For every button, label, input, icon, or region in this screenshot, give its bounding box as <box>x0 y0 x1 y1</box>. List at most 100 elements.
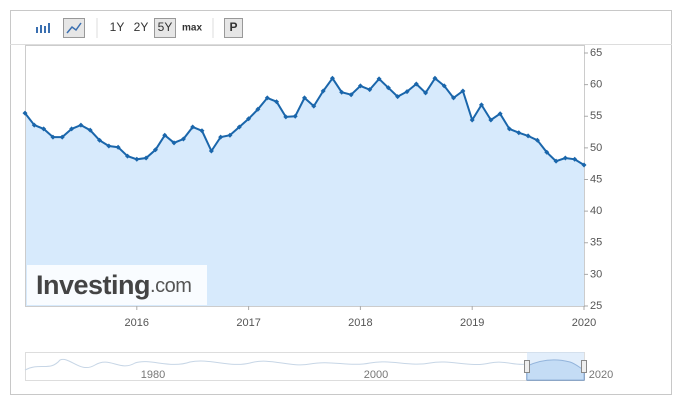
point <box>143 155 149 161</box>
y-tick-label: 25 <box>590 300 602 312</box>
y-tick-label: 35 <box>590 237 602 249</box>
point <box>534 137 540 143</box>
point <box>97 137 103 143</box>
point <box>572 156 578 162</box>
plot: 25 30 35 40 45 50 55 60 65 2016 2017 2018 2019 2020 <box>22 45 602 329</box>
point <box>497 111 503 117</box>
navigator-label: 2020 <box>589 369 613 381</box>
plot-border <box>25 45 585 307</box>
point <box>395 94 401 100</box>
range-button[interactable]: 2Y <box>134 20 149 34</box>
point <box>69 126 75 132</box>
point <box>311 103 317 109</box>
watermark: Investing.com <box>36 270 191 300</box>
range-button[interactable]: max <box>182 23 202 34</box>
point <box>190 124 196 130</box>
point <box>264 95 270 101</box>
point <box>283 114 289 120</box>
point <box>180 136 186 142</box>
point <box>274 99 280 105</box>
point <box>41 126 47 132</box>
y-tick-label: 40 <box>590 205 602 217</box>
point <box>404 89 410 95</box>
navigator-line <box>24 358 528 371</box>
point <box>432 75 438 81</box>
point <box>199 128 205 134</box>
point <box>208 148 214 154</box>
x-tick-label: 2017 <box>236 317 260 329</box>
point <box>246 116 252 122</box>
active-range <box>154 18 176 38</box>
point <box>320 88 326 94</box>
point <box>581 162 587 168</box>
point <box>488 117 494 123</box>
point <box>255 106 261 112</box>
area <box>25 78 584 306</box>
range-button[interactable]: 5Y <box>158 20 173 34</box>
navigator-handle[interactable] <box>581 360 587 373</box>
watermark-suffix: .com <box>150 275 191 297</box>
point <box>460 88 466 94</box>
y-tick-label: 55 <box>590 110 602 122</box>
point <box>348 92 354 98</box>
y-tick-label: 30 <box>590 268 602 280</box>
point <box>516 130 522 136</box>
point <box>376 76 382 82</box>
x-tick-label: 2018 <box>348 317 372 329</box>
point <box>367 87 373 93</box>
watermark-bg <box>27 265 207 305</box>
range-button[interactable]: 1Y <box>110 20 125 34</box>
point <box>302 95 307 101</box>
x-tick-label: 2019 <box>460 317 484 329</box>
navigator-label: 1980 <box>141 369 165 381</box>
point <box>59 134 65 140</box>
point <box>115 144 121 150</box>
point <box>525 133 531 139</box>
point <box>22 110 28 116</box>
line-icon <box>66 22 82 34</box>
y-tick-label: 45 <box>590 173 602 185</box>
point <box>134 156 140 162</box>
point <box>171 140 177 146</box>
point <box>451 95 457 101</box>
point <box>218 134 224 140</box>
navigator-window[interactable] <box>527 352 584 380</box>
print-button-bg <box>224 18 243 38</box>
navigator-handle[interactable] <box>524 360 530 373</box>
point <box>236 124 242 130</box>
point <box>544 149 550 155</box>
print-button[interactable]: P <box>229 20 237 34</box>
point <box>469 117 475 123</box>
point <box>357 83 363 89</box>
point <box>385 85 391 91</box>
point <box>106 143 112 149</box>
point <box>152 147 158 153</box>
point <box>423 90 429 96</box>
x-tick-label: 2020 <box>572 317 596 329</box>
point <box>478 102 484 108</box>
point <box>125 153 131 159</box>
y-tick-label: 60 <box>590 79 602 91</box>
point <box>329 75 335 81</box>
y-tick-label: 65 <box>590 47 602 59</box>
point <box>227 132 233 138</box>
point <box>31 122 37 128</box>
point <box>292 113 298 119</box>
point <box>562 155 568 161</box>
point <box>413 81 419 87</box>
point <box>441 83 447 89</box>
x-tick-label: 2016 <box>125 317 149 329</box>
y-tick-label: 50 <box>590 142 602 154</box>
bar-icon[interactable] <box>36 23 50 33</box>
point <box>50 134 56 140</box>
point <box>506 126 512 132</box>
navigator: 1980 2000 2020 <box>24 352 613 381</box>
toolbar: 1Y 2Y 5Y max P <box>36 18 243 38</box>
point <box>78 122 84 128</box>
navigator-box <box>25 352 585 381</box>
watermark-brand: Investing <box>36 270 150 300</box>
point <box>87 127 93 133</box>
navigator-label: 2000 <box>364 369 388 381</box>
point <box>162 132 168 138</box>
